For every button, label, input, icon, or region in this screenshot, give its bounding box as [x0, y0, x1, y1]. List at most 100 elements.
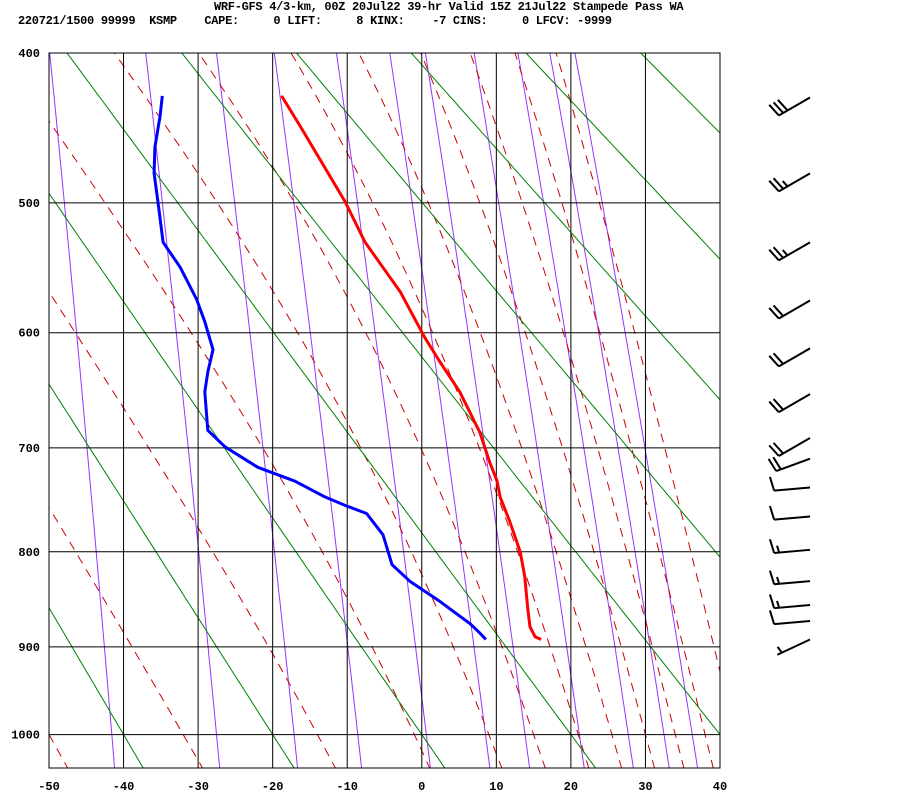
wind-barb-staff [774, 580, 811, 586]
wind-barb-full-tick [772, 442, 784, 455]
wind-barb [768, 594, 811, 610]
wind-barb-staff [774, 548, 811, 554]
moist-adiabat-line [469, 53, 685, 768]
wind-barb-staff [778, 347, 811, 368]
cape-label: CAPE: [204, 14, 239, 28]
wind-barb-full-tick [768, 180, 780, 193]
wind-barb-staff [778, 172, 811, 193]
x-tick-label: -20 [262, 780, 284, 794]
mixing-ratio-line [335, 53, 431, 768]
wind-barb-full-tick [768, 594, 776, 609]
wind-barb-full-tick [767, 458, 778, 472]
moist-adiabat-line [290, 53, 590, 768]
x-tick-label: 0 [418, 780, 425, 794]
x-tick-label: -10 [336, 780, 358, 794]
y-tick-label: 700 [18, 442, 40, 456]
wind-barb [768, 538, 811, 554]
dry-adiabat-line [181, 53, 720, 736]
valid-datetime: 220721/1500 [18, 14, 94, 28]
wind-barb [768, 393, 811, 414]
wind-barb-full-tick [768, 355, 780, 368]
moist-adiabat-line [49, 120, 431, 768]
wind-barb-full-tick [768, 505, 776, 520]
mixing-ratio-line [549, 53, 670, 768]
station-id: KSMP [149, 14, 177, 28]
profiles [152, 95, 542, 641]
wind-barb-full-tick [772, 304, 784, 317]
x-tick-label: 30 [638, 780, 652, 794]
mixing-ratio-line [473, 53, 585, 768]
wind-barb-staff [778, 393, 811, 414]
wind-barb-full-tick [772, 101, 784, 114]
wind-barb-full-tick [768, 104, 780, 117]
wind-barb-full-tick [777, 99, 789, 112]
wind-barb-full-tick [768, 570, 776, 585]
wind-barb [768, 172, 811, 193]
wind-barb-staff [774, 515, 811, 521]
moist-adiabat-line [514, 53, 714, 768]
station-code-number: 99999 [100, 14, 136, 28]
moist-adiabat-line [555, 53, 720, 674]
dry-adiabat-line [738, 37, 900, 785]
x-tick-label: 10 [489, 780, 503, 794]
wind-barb [776, 638, 811, 656]
wind-barb-full-tick [768, 249, 780, 262]
mixing-ratio-line [273, 53, 363, 768]
wind-barb-staff [776, 638, 811, 656]
wind-barb-full-tick [772, 177, 784, 190]
x-tick-label: -30 [187, 780, 209, 794]
wind-barb-staff [774, 620, 811, 626]
kinx-label: KINX: [370, 14, 405, 28]
cins-value: 0 [521, 14, 529, 28]
wind-barb [768, 505, 811, 521]
y-tick-label: 400 [18, 47, 40, 61]
mixing-ratio-line [215, 53, 299, 768]
mixing-ratio-line [574, 53, 699, 768]
axis-ticks: -50 -40 -30 -20 -10 0 10 20 30 40 400 500 600 700 800 9… [11, 47, 727, 794]
wind-barb-full-tick [768, 307, 780, 320]
x-tick-label: -40 [113, 780, 135, 794]
dry-adiabat-line [639, 53, 720, 134]
chart-title: WRF-GFS 4/3-km, 00Z 20Jul22 39-hr Valid … [214, 0, 684, 14]
lift-label: LIFT: [287, 14, 322, 28]
temperature-profile-line [280, 95, 542, 641]
wind-barb-staff [778, 96, 811, 117]
wind-barb-full-tick [768, 538, 776, 554]
dry-adiabat-line [49, 606, 144, 768]
y-tick-label: 900 [18, 641, 40, 655]
moist-adiabat-line [420, 53, 656, 768]
wind-barb-half-tick [781, 249, 789, 257]
wind-barb-full-tick [772, 398, 784, 411]
y-tick-label: 500 [18, 197, 40, 211]
wind-barb-staff [774, 604, 811, 610]
wind-barb-staff [774, 486, 811, 492]
y-tick-label: 600 [18, 327, 40, 341]
mixing-ratio-line [517, 53, 634, 768]
wind-barb-full-tick [768, 476, 776, 491]
lfcv-label: LFCV: [535, 14, 571, 28]
wind-barbs [767, 96, 811, 656]
mixing-ratio-line [389, 53, 491, 768]
wind-barb [767, 456, 811, 472]
wind-barb-staff [778, 437, 811, 457]
dry-adiabat-line [0, 37, 1, 785]
wind-barb-staff [778, 241, 811, 262]
y-tick-label: 1000 [11, 729, 40, 743]
y-tick-label: 800 [18, 546, 40, 560]
moist-adiabat-line [49, 291, 336, 768]
wind-barb-half-tick [776, 646, 783, 654]
x-tick-label: 20 [564, 780, 578, 794]
wind-barb-full-tick [768, 444, 780, 457]
background-lines [0, 37, 900, 785]
wind-barb [768, 570, 811, 586]
dewpoint-profile-line [152, 95, 487, 641]
wind-barb [768, 437, 811, 457]
lfcv-value: -9999 [577, 14, 612, 28]
wind-barb [768, 476, 811, 492]
moist-adiabat-line [358, 53, 623, 768]
mixing-ratio-line [145, 53, 221, 768]
wind-barb-staff [778, 299, 811, 320]
wind-barb [768, 610, 811, 626]
kinx-value: -7 [432, 14, 446, 28]
